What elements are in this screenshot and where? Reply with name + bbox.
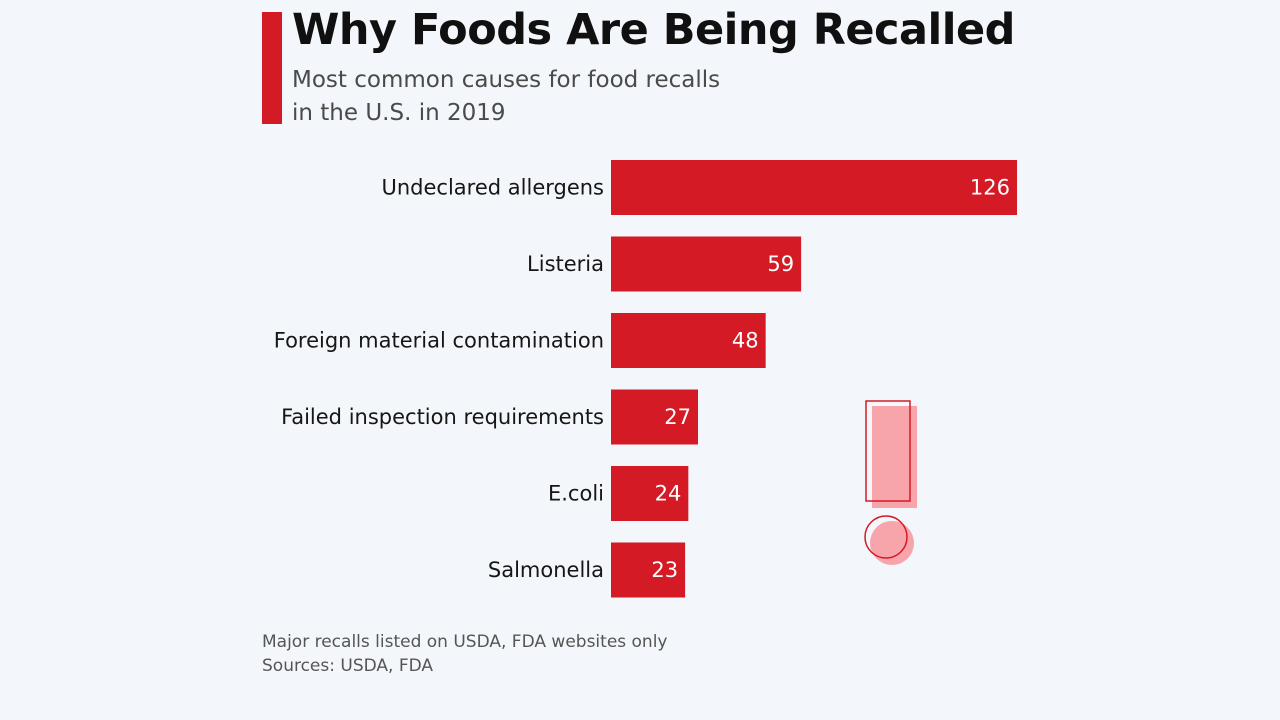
chart-title: Why Foods Are Being Recalled [292, 5, 1015, 55]
value-label: 59 [767, 252, 794, 276]
chart-subtitle: Most common causes for food recalls in t… [292, 64, 852, 130]
footnote: Major recalls listed on USDA, FDA websit… [262, 630, 668, 678]
category-label: Undeclared allergens [382, 176, 605, 200]
category-label: Failed inspection requirements [281, 405, 604, 429]
bar [611, 236, 802, 292]
exclamation-mark-icon [864, 400, 917, 565]
value-label: 23 [651, 558, 678, 582]
bar [611, 389, 698, 445]
bar [611, 466, 689, 521]
subtitle-line-1: Most common causes for food recalls [292, 67, 721, 93]
value-label: 126 [970, 176, 1010, 200]
bar [611, 160, 1017, 215]
footnote-sources: Sources: USDA, FDA [262, 656, 434, 676]
category-label: Listeria [527, 252, 604, 276]
category-label: Foreign material contamination [274, 329, 604, 353]
value-label: 27 [664, 405, 691, 429]
footnote-note: Major recalls listed on USDA, FDA websit… [262, 632, 668, 652]
value-label: 48 [732, 329, 759, 353]
category-label: Salmonella [488, 558, 604, 582]
bar [611, 313, 766, 368]
category-label: E.coli [548, 482, 604, 506]
subtitle-line-2: in the U.S. in 2019 [292, 100, 506, 126]
title-accent-bar [262, 12, 282, 124]
bar [611, 542, 686, 598]
value-label: 24 [655, 482, 682, 506]
